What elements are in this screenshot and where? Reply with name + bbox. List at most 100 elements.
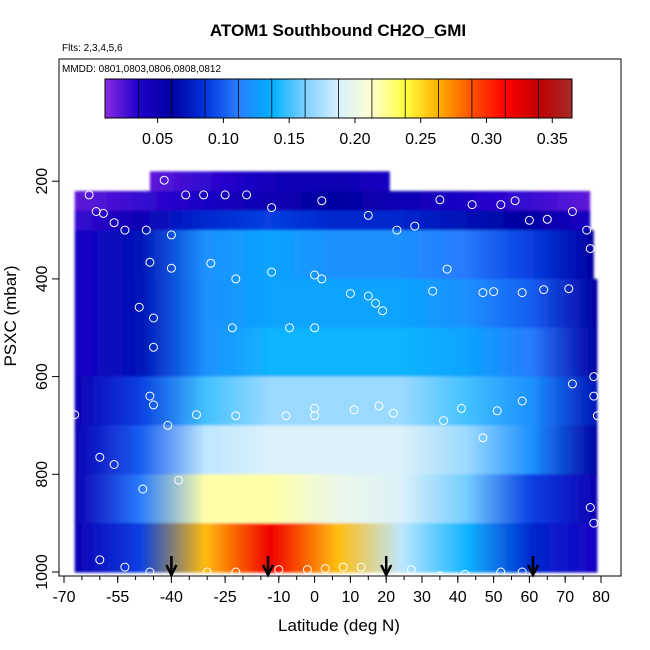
sample-point (406, 565, 416, 575)
sample-point (134, 302, 144, 312)
sample-point (410, 221, 420, 231)
sample-point (517, 567, 527, 576)
x-tick-label: -55 (106, 589, 129, 606)
sample-point (589, 391, 599, 401)
sample-point (567, 207, 577, 216)
sample-point (302, 565, 312, 575)
sample-point (317, 274, 327, 284)
sample-point (310, 403, 320, 413)
heatmap-row (74, 523, 598, 573)
x-tick-label: -10 (267, 589, 290, 606)
sample-point (467, 200, 477, 210)
sample-point (374, 401, 384, 411)
x-axis: -70 -55 -40 -25 -10 0 10 20 30 40 50 60 70 80 (52, 575, 621, 606)
sample-point (231, 411, 241, 421)
sample-point (460, 569, 470, 576)
sample-point (363, 291, 373, 301)
x-tick-label: 80 (592, 589, 610, 606)
sample-point (478, 433, 488, 443)
sample-point (141, 225, 151, 235)
heatmap-field (74, 171, 598, 573)
sample-point (496, 567, 506, 576)
sample-point (159, 175, 169, 185)
x-tick-label: 50 (485, 589, 503, 606)
sample-point (388, 408, 398, 418)
sample-point (145, 567, 155, 576)
colorbar-tick-label: 0.05 (142, 131, 173, 148)
colorbar-tick-label: 0.15 (274, 131, 305, 148)
sample-point (492, 406, 502, 416)
x-tick-label: -25 (214, 589, 237, 606)
sample-point (220, 190, 230, 200)
sample-point (285, 323, 294, 333)
x-tick-label: 20 (377, 589, 395, 606)
sample-point (199, 190, 209, 200)
sample-point (564, 284, 574, 294)
heatmap-row (74, 327, 598, 378)
chart-title: ATOM1 Southbound CH2O_GMI (210, 21, 466, 40)
sample-point (166, 263, 176, 273)
sample-point (109, 460, 119, 469)
y-tick-label: 1000 (34, 554, 51, 590)
sample-point (539, 285, 549, 295)
x-tick-label: 0 (310, 589, 319, 606)
sample-point (442, 264, 452, 274)
latitude-arrow (380, 556, 393, 578)
y-axis: 200 400 600 800 1000 (34, 59, 60, 590)
sample-point (582, 225, 592, 235)
sample-point (231, 567, 241, 576)
latitude-arrow (261, 556, 275, 578)
sample-point (202, 567, 212, 576)
sample-point (149, 400, 158, 410)
sample-point (524, 215, 534, 225)
sample-point (585, 503, 595, 512)
sample-point (489, 287, 499, 297)
sample-point (163, 420, 173, 430)
sample-point (349, 405, 359, 415)
x-tick-label: 10 (342, 589, 360, 606)
heatmap-row (74, 278, 598, 329)
x-tick-label: -70 (52, 589, 75, 606)
x-axis-label: Latitude (deg N) (278, 616, 400, 635)
sample-point (517, 288, 527, 298)
sample-point (439, 416, 448, 426)
sample-point (428, 286, 438, 296)
sample-point (496, 200, 506, 210)
sample-point (95, 555, 105, 565)
colorbar-tick-label: 0.35 (537, 131, 568, 148)
sample-point (317, 196, 327, 206)
sample-point (356, 562, 366, 572)
sample-point (363, 210, 373, 220)
flights-note: Flts: 2,3,4,5,6 (62, 43, 123, 54)
heatmap-row (74, 474, 598, 524)
heatmap-row (74, 210, 591, 231)
sample-point (567, 379, 577, 389)
sample-point (267, 267, 277, 277)
heatmap-row (74, 191, 591, 212)
sample-point (95, 452, 105, 462)
x-tick-label: 60 (521, 589, 539, 606)
colorbar-tick-label: 0.10 (208, 131, 239, 148)
sample-point (517, 396, 527, 406)
y-tick-label: 200 (34, 168, 51, 195)
heatmap-row (149, 171, 390, 192)
sample-point (435, 195, 445, 205)
sample-point (120, 562, 130, 572)
sample-point (145, 391, 155, 401)
colorbar-tick-label: 0.30 (471, 131, 502, 148)
latitude-arrow (165, 556, 178, 578)
sample-point (166, 230, 176, 240)
dates-note: MMDD: 0801,0803,0806,0808,0812 (62, 64, 221, 75)
sample-point (378, 306, 388, 316)
y-tick-label: 800 (34, 461, 51, 488)
sample-point (345, 289, 355, 299)
sample-point (274, 565, 284, 575)
x-tick-label: -40 (160, 589, 183, 606)
heatmap-row (74, 376, 598, 426)
sample-point (149, 313, 158, 323)
x-tick-label: 30 (413, 589, 431, 606)
sample-point (149, 342, 158, 352)
sample-point (281, 411, 291, 421)
sample-point (392, 225, 402, 235)
sample-point (478, 288, 488, 298)
